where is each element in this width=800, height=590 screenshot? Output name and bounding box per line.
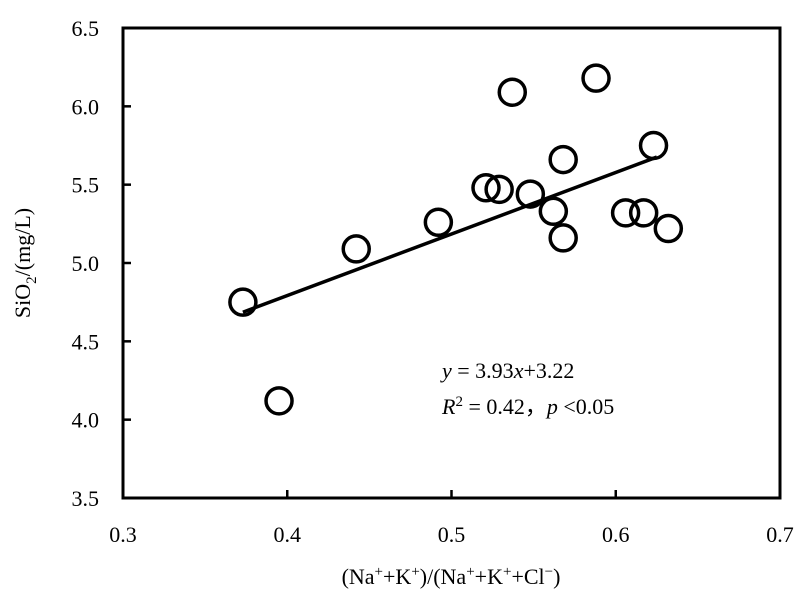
y-tick-label: 3.5	[72, 486, 100, 511]
y-axis-ticks: 3.5 4.0 4.5 5.0 5.5 6.0 6.5	[72, 16, 131, 511]
data-point	[581, 63, 611, 93]
data-point	[497, 77, 528, 107]
x-axis-ticks: 0.3 0.4 0.5 0.6 0.7	[109, 490, 794, 547]
data-point	[653, 213, 684, 244]
data-point	[264, 386, 294, 416]
data-point	[548, 144, 578, 175]
data-point	[538, 196, 569, 227]
equation-text: y = 3.93x+3.22	[440, 358, 574, 383]
y-tick-label: 6.0	[72, 94, 100, 119]
data-point	[341, 234, 371, 264]
data-points	[228, 63, 684, 416]
x-tick-label: 0.7	[766, 522, 794, 547]
data-point	[548, 223, 578, 253]
r-squared-text: R2 = 0.42，p <0.05	[441, 394, 614, 419]
y-tick-label: 5.5	[72, 173, 100, 198]
regression-line	[242, 155, 658, 314]
data-point	[515, 179, 546, 209]
data-point	[228, 287, 258, 317]
x-tick-label: 0.4	[274, 522, 302, 547]
data-point	[484, 174, 514, 205]
x-axis-label: (Na++K+)/(Na++K++Cl−)	[342, 564, 561, 589]
y-tick-label: 4.0	[72, 408, 100, 433]
x-tick-label: 0.6	[602, 522, 630, 547]
plot-frame	[121, 26, 782, 500]
y-axis-label: SiO2/(mg/L)	[10, 208, 40, 318]
y-tick-label: 4.5	[72, 329, 100, 354]
y-tick-label: 6.5	[72, 16, 100, 41]
x-tick-label: 0.5	[438, 522, 466, 547]
x-tick-label: 0.3	[109, 522, 137, 547]
data-point	[471, 173, 501, 203]
data-point	[628, 198, 659, 228]
y-tick-label: 5.0	[72, 251, 100, 276]
data-point	[638, 130, 669, 161]
data-point	[610, 198, 641, 228]
data-point	[423, 207, 454, 238]
